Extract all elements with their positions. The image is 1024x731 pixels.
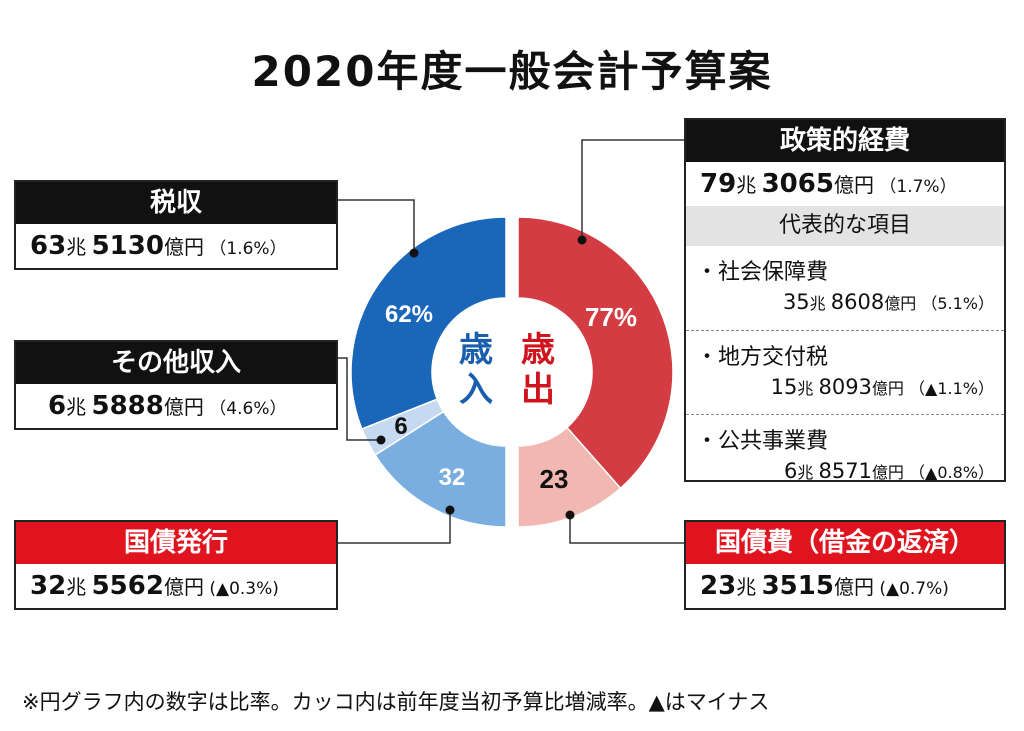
connector-policy (581, 139, 684, 240)
list-item: ・地方交付税 15兆 8093億円 （▲1.1%） (686, 330, 1004, 414)
policy-expenses-box: 政策的経費 79兆 3065億円 （1.7%） 代表的な項目 ・社会保障費 35… (684, 118, 1006, 483)
center-label-spending-1: 歳 (521, 330, 555, 370)
label-debt: 23 (540, 464, 569, 494)
dot-policy (577, 235, 587, 245)
list-item: ・社会保障費 35兆 8608億円 （5.1%） (696, 260, 994, 314)
pie-slice-spending-0 (517, 216, 674, 490)
policy-expenses-amount: 79兆 3065億円 （1.7%） (700, 169, 957, 199)
label-bonds: 32 (439, 464, 466, 491)
label-other: 6 (394, 413, 407, 440)
connector-bonds (338, 510, 451, 544)
connector-tax (338, 199, 415, 253)
footnote: ※円グラフ内の数字は比率。カッコ内は前年度当初予算比増減率。▲はマイナス (22, 690, 770, 714)
center-label-revenue-2: 入 (459, 370, 493, 410)
debt-service-box: 国債費（借金の返済） 23兆 3515億円 (▲0.7%) (684, 520, 1006, 610)
dot-other (376, 435, 386, 445)
representative-items-header: 代表的な項目 (686, 206, 1004, 246)
other-revenue-label: その他収入 (16, 342, 336, 384)
dot-bonds (445, 505, 455, 515)
connector-debt (569, 515, 684, 544)
page-title: 2020年度一般会計予算案 (251, 47, 773, 96)
other-revenue-box: その他収入 6兆 5888億円 （4.6%） (14, 340, 338, 430)
dot-debt (565, 510, 575, 520)
tax-revenue-label: 税収 (16, 182, 336, 224)
pie-slice-revenue-2 (374, 410, 507, 528)
dot-tax (409, 248, 419, 258)
bond-issuance-amount: 32兆 5562億円 (▲0.3%) (30, 571, 279, 601)
label-policy-pct: 77% (585, 302, 637, 332)
center-label-spending-2: 出 (521, 370, 555, 410)
policy-expenses-label: 政策的経費 (686, 120, 1004, 162)
pie-slice-spending-1 (517, 426, 622, 528)
pie-slice-revenue-0 (350, 216, 507, 431)
debt-service-label: 国債費（借金の返済） (686, 522, 1004, 564)
label-tax-pct: 62% (385, 301, 433, 328)
other-revenue-amount: 6兆 5888億円 （4.6%） (48, 391, 287, 421)
connector-other (338, 357, 381, 441)
list-item: ・公共事業費 6兆 8571億円 （▲0.8%） (686, 414, 1004, 498)
debt-service-amount: 23兆 3515億円 (▲0.7%) (700, 571, 949, 601)
tax-revenue-box: 税収 63兆 5130億円 （1.6%） (14, 180, 338, 270)
tax-revenue-amount: 63兆 5130億円 （1.6%） (30, 231, 287, 261)
center-label-revenue-1: 歳 (459, 330, 493, 370)
bond-issuance-label: 国債発行 (16, 522, 336, 564)
bond-issuance-box: 国債発行 32兆 5562億円 (▲0.3%) (14, 520, 338, 610)
